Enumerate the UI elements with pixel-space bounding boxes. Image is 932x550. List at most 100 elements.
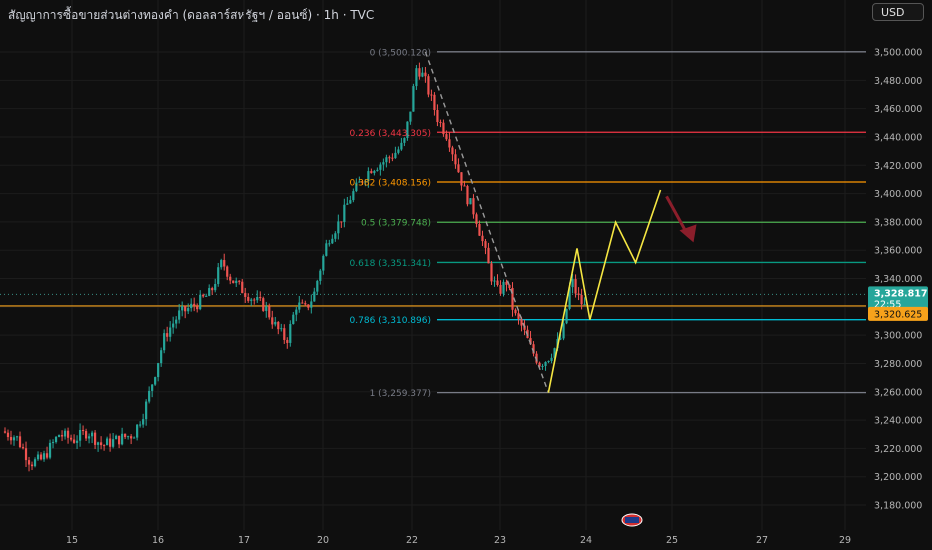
candle-body (220, 260, 223, 268)
candle-body (577, 293, 580, 295)
candle-body (232, 280, 235, 284)
candle-body (157, 363, 160, 378)
candle-body (583, 304, 586, 306)
candle-body (550, 357, 553, 361)
y-tick-label: 3,200.000 (874, 472, 922, 483)
candle-body (205, 295, 208, 297)
candle-body (60, 435, 64, 437)
candle-body (160, 350, 163, 364)
candle-body (343, 204, 346, 222)
candle-body (403, 138, 406, 143)
x-tick-label: 24 (580, 535, 592, 546)
candle-body (63, 430, 67, 437)
candle-body (93, 432, 97, 445)
candle-body (112, 439, 115, 447)
candle-body (460, 172, 463, 186)
x-tick-label: 29 (839, 535, 851, 546)
candle-body (202, 294, 205, 297)
candle-body (145, 401, 148, 420)
candle-body (334, 233, 337, 239)
candle-body (166, 333, 169, 337)
candle-body (181, 305, 184, 311)
fib-label: 0.236 (3,443.305) (350, 129, 431, 139)
currency-button[interactable]: USD (872, 3, 924, 21)
candle-body (385, 157, 388, 163)
candle-body (99, 442, 103, 446)
candle-body (538, 362, 541, 367)
candle-body (199, 294, 202, 310)
candle-body (553, 348, 556, 358)
candle-body (376, 169, 379, 171)
candle-body (69, 437, 73, 440)
candle-body (265, 306, 268, 311)
candle-body (397, 149, 400, 153)
candle-body (256, 297, 259, 301)
candle-body (277, 321, 280, 330)
candle-body (475, 214, 478, 224)
candle-body (529, 338, 532, 345)
candle-body (102, 445, 106, 447)
candle-body (193, 303, 196, 307)
candle-body (238, 280, 241, 282)
symbol-title: สัญญาการซื้อขายส่วนต่างทองคำ (ดอลลาร์สหร… (8, 8, 375, 22)
fib-label: 1 (3,259.377) (370, 389, 431, 399)
candle-body (364, 181, 367, 183)
countdown-timer: 22:55 (874, 299, 901, 310)
candle-body (406, 121, 409, 139)
candle-body (418, 68, 421, 77)
candle-body (127, 436, 130, 438)
candle-body (214, 283, 217, 291)
candle-body (388, 157, 391, 159)
y-tick-label: 3,240.000 (874, 416, 922, 427)
candle-body (571, 279, 574, 288)
candle-body (18, 436, 22, 448)
candle-body (508, 284, 511, 288)
candle-body (139, 424, 142, 426)
candle-body (223, 260, 226, 267)
candle-body (502, 281, 505, 294)
candle-body (51, 442, 55, 444)
candle-body (295, 309, 298, 315)
candle-body (328, 243, 331, 245)
candle-body (505, 281, 508, 285)
candle-body (454, 154, 457, 165)
candle-body (106, 438, 109, 446)
y-tick-label: 3,460.000 (874, 104, 922, 115)
candle-body (30, 464, 34, 467)
candle-body (81, 430, 85, 432)
candle-body (6, 432, 10, 438)
candle-body (15, 436, 19, 438)
candle-body (72, 439, 76, 443)
candle-body (478, 223, 481, 236)
orange-level-value: 3,320.625 (874, 309, 922, 320)
candle-body (142, 419, 145, 425)
y-tick-label: 3,500.000 (874, 48, 922, 59)
candle-body (523, 325, 526, 330)
candle-body (580, 294, 583, 305)
candle-body (45, 453, 49, 458)
candle-body (244, 293, 247, 297)
fib-label: 0.382 (3,408.156) (350, 179, 431, 189)
candle-body (78, 430, 82, 441)
candle-body (229, 276, 232, 281)
candle-body (27, 460, 31, 465)
candle-body (217, 267, 220, 284)
fib-label: 0 (3,500.120) (370, 48, 431, 58)
candle-body (316, 280, 319, 292)
candle-body (301, 302, 304, 304)
candle-body (409, 111, 412, 122)
candle-body (421, 72, 424, 77)
candle-body (292, 314, 295, 325)
candle-body (226, 266, 229, 277)
candle-body (172, 323, 175, 328)
candle-body (178, 310, 181, 320)
candle-body (355, 182, 358, 192)
candle-body (115, 435, 118, 440)
candle-body (547, 360, 550, 362)
candle-body (331, 238, 334, 244)
candle-body (574, 279, 577, 294)
candle-body (307, 304, 310, 308)
fib-label: 0.5 (3,379.748) (361, 219, 431, 229)
candle-body (190, 303, 193, 309)
